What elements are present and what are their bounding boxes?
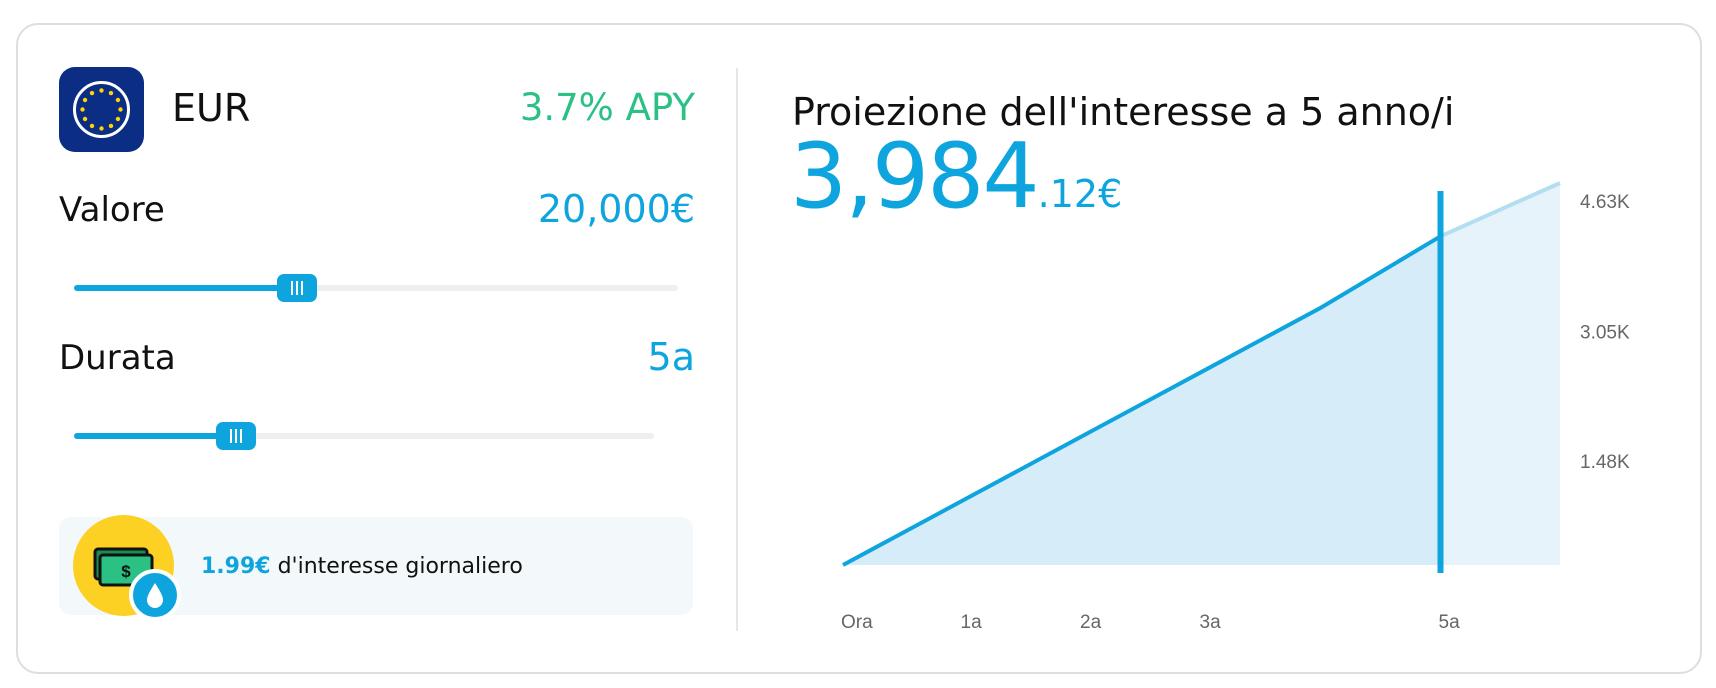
duration-value: 5a [647, 335, 695, 379]
x-tick-label: 1a [961, 612, 983, 633]
amount-label: Valore [59, 190, 165, 230]
projected-interest-decimal: .12€ [1037, 172, 1123, 216]
eu-star [80, 107, 85, 112]
eu-star [82, 97, 88, 103]
eu-star [108, 90, 114, 96]
eu-star [89, 123, 95, 129]
projection-line-future [1439, 181, 1561, 239]
daily-interest-label: d'interesse giornaliero [277, 554, 523, 579]
y-tick-label: 3.05K [1580, 322, 1630, 343]
projection-area-selected [843, 236, 1441, 566]
duration-slider[interactable] [74, 422, 654, 450]
drop-icon [129, 569, 181, 621]
apy-rate: 3.7% APY [519, 86, 695, 129]
daily-interest-text: 1.99€ d'interesse giornaliero [201, 554, 523, 579]
eu-star [99, 126, 104, 131]
x-tick-label: 2a [1080, 612, 1102, 633]
eu-star [118, 107, 123, 112]
eu-flag-icon [59, 67, 144, 152]
amount-slider-fill [74, 285, 298, 291]
projected-interest-total: 3,984.12€ [790, 132, 1122, 222]
cash-icon: $ [73, 515, 174, 616]
duration-label: Durata [59, 338, 176, 378]
eu-star [115, 116, 121, 122]
x-tick-label: 5a [1439, 612, 1461, 633]
y-tick-label: 1.48K [1580, 452, 1630, 473]
amount-value: 20,000€ [537, 187, 695, 231]
x-tick-label: Ora [841, 612, 873, 633]
svg-text:$: $ [121, 562, 131, 581]
duration-slider-handle[interactable] [216, 422, 257, 450]
daily-interest-amount: 1.99€ [201, 554, 271, 579]
y-tick-label: 4.63K [1580, 192, 1630, 213]
eu-star [108, 123, 114, 129]
eu-star [115, 97, 121, 103]
currency-code: EUR [172, 86, 251, 130]
projected-interest-integer: 3,984 [790, 124, 1040, 229]
eu-star [89, 90, 95, 96]
x-tick-label: 3a [1200, 612, 1222, 633]
projection-title: Proiezione dell'interesse a 5 anno/i [792, 90, 1455, 134]
amount-slider-handle[interactable] [277, 274, 318, 302]
projection-line [842, 234, 1442, 567]
eu-star [82, 116, 88, 122]
duration-slider-fill [74, 433, 237, 439]
column-divider [736, 68, 738, 631]
amount-slider[interactable] [74, 274, 678, 302]
eu-star [99, 88, 104, 93]
